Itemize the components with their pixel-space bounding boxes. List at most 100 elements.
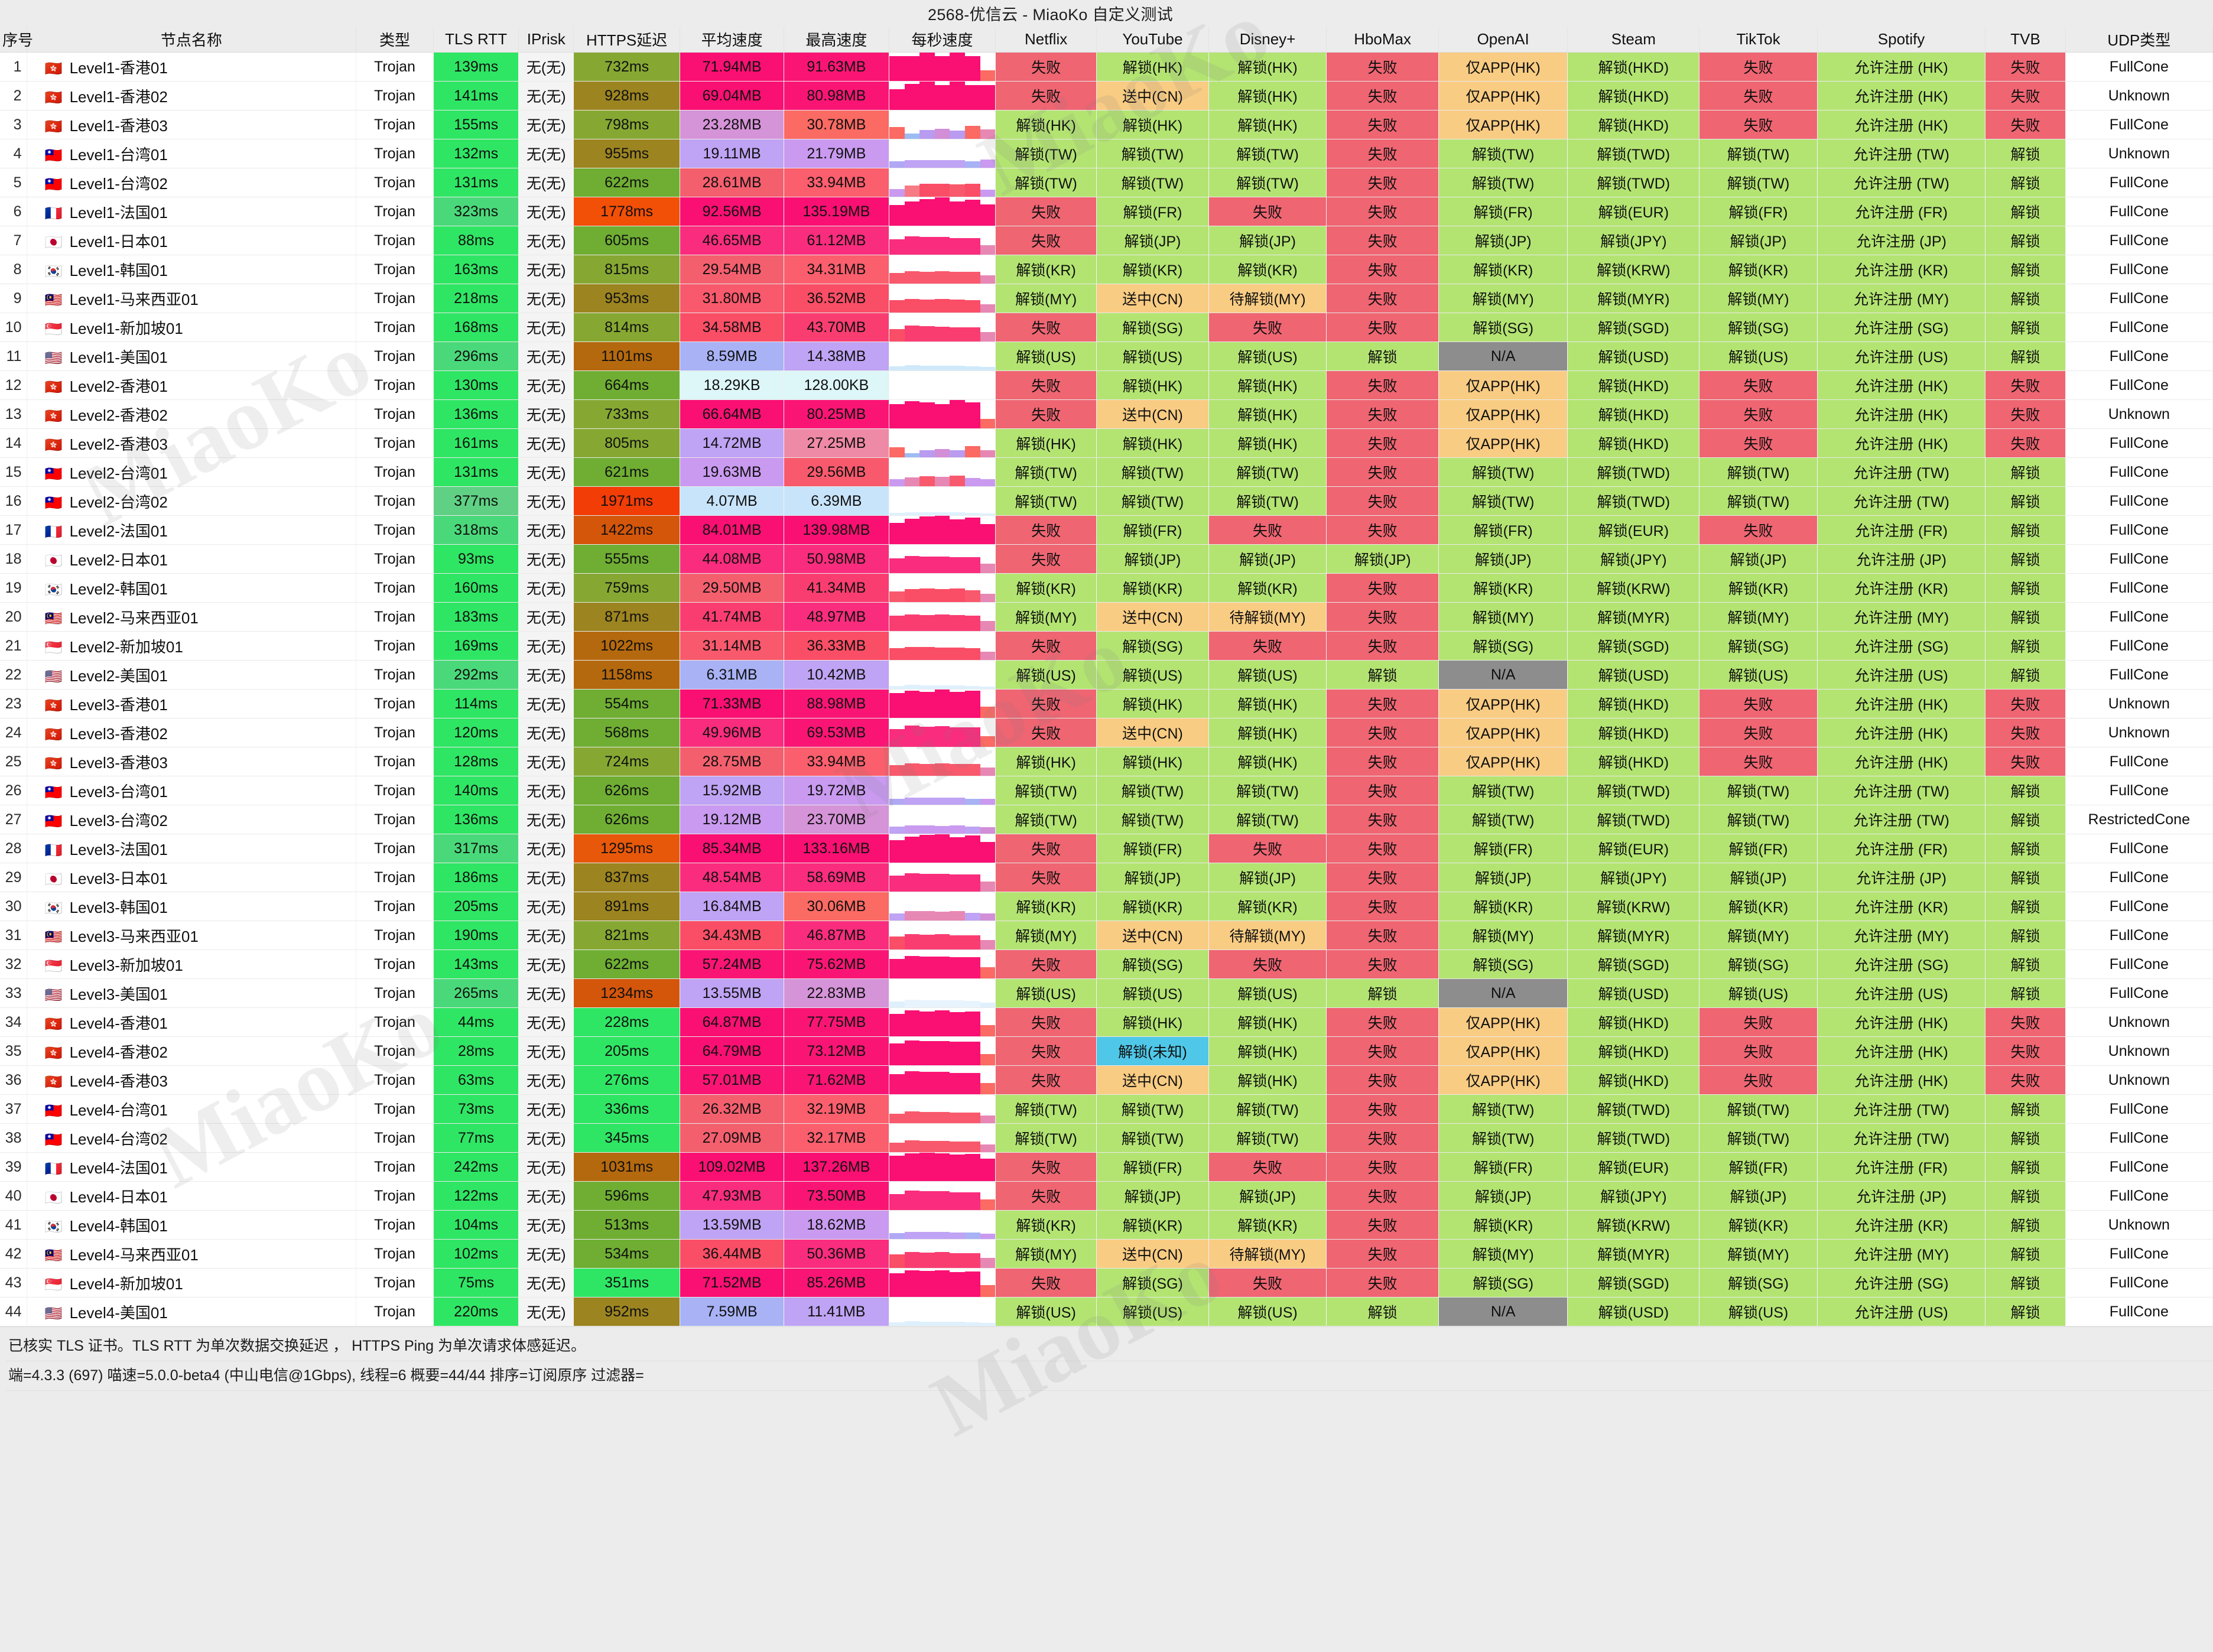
cell-node-name[interactable]: 🇭🇰 Level4-香港01: [27, 1007, 357, 1037]
cell-node-name[interactable]: 🇹🇼 Level2-台湾02: [27, 486, 357, 516]
table-row[interactable]: 37 🇹🇼 Level4-台湾01 Trojan 73ms 无(无) 336ms 26.32M…: [0, 1094, 2213, 1124]
cell-node-name[interactable]: 🇸🇬 Level4-新加坡01: [27, 1268, 357, 1297]
col-header-iprisk[interactable]: IPrisk: [518, 27, 574, 53]
cell-node-name[interactable]: 🇺🇸 Level1-美国01: [27, 342, 357, 371]
cell-node-name[interactable]: 🇰🇷 Level4-韩国01: [27, 1210, 357, 1240]
cell-node-name[interactable]: 🇸🇬 Level2-新加坡01: [27, 631, 357, 661]
table-row[interactable]: 38 🇹🇼 Level4-台湾02 Trojan 77ms 无(无) 345ms 27.09M…: [0, 1123, 2213, 1153]
table-row[interactable]: 1 🇭🇰 Level1-香港01 Trojan 139ms 无(无) 732ms 71.94M…: [0, 52, 2213, 82]
table-row[interactable]: 15 🇹🇼 Level2-台湾01 Trojan 131ms 无(无) 621ms 19.63…: [0, 457, 2213, 487]
table-row[interactable]: 8 🇰🇷 Level1-韩国01 Trojan 163ms 无(无) 815ms 29.54M…: [0, 255, 2213, 284]
col-header-node-name[interactable]: 节点名称: [27, 27, 357, 53]
table-row[interactable]: 14 🇭🇰 Level2-香港03 Trojan 161ms 无(无) 805ms 14.72…: [0, 428, 2213, 458]
cell-node-name[interactable]: 🇭🇰 Level2-香港02: [27, 399, 357, 429]
cell-node-name[interactable]: 🇭🇰 Level3-香港01: [27, 689, 357, 718]
cell-node-name[interactable]: 🇰🇷 Level1-韩国01: [27, 255, 357, 284]
col-header-tvb[interactable]: TVB: [1985, 27, 2066, 53]
cell-node-name[interactable]: 🇲🇾 Level2-马来西亚01: [27, 602, 357, 632]
table-row[interactable]: 32 🇸🇬 Level3-新加坡01 Trojan 143ms 无(无) 622ms 57.2…: [0, 949, 2213, 979]
cell-node-name[interactable]: 🇫🇷 Level2-法国01: [27, 515, 357, 545]
cell-node-name[interactable]: 🇰🇷 Level3-韩国01: [27, 892, 357, 921]
cell-node-name[interactable]: 🇯🇵 Level1-日本01: [27, 226, 357, 255]
col-header-netflix[interactable]: Netflix: [995, 27, 1097, 53]
cell-node-name[interactable]: 🇲🇾 Level3-马来西亚01: [27, 921, 357, 950]
col-header-openai[interactable]: OpenAI: [1438, 27, 1568, 53]
cell-node-name[interactable]: 🇲🇾 Level4-马来西亚01: [27, 1239, 357, 1269]
col-header-hbomax[interactable]: HboMax: [1326, 27, 1439, 53]
cell-node-name[interactable]: 🇭🇰 Level1-香港01: [27, 52, 357, 82]
cell-node-name[interactable]: 🇯🇵 Level2-日本01: [27, 544, 357, 574]
cell-node-name[interactable]: 🇹🇼 Level3-台湾02: [27, 805, 357, 834]
table-row[interactable]: 36 🇭🇰 Level4-香港03 Trojan 63ms 无(无) 276ms 57.01M…: [0, 1065, 2213, 1095]
col-header-type[interactable]: 类型: [356, 27, 434, 53]
table-row[interactable]: 21 🇸🇬 Level2-新加坡01 Trojan 169ms 无(无) 1022ms 31.…: [0, 631, 2213, 661]
cell-node-name[interactable]: 🇸🇬 Level1-新加坡01: [27, 313, 357, 342]
col-header-udp-type[interactable]: UDP类型: [2065, 27, 2213, 53]
table-row[interactable]: 43 🇸🇬 Level4-新加坡01 Trojan 75ms 无(无) 351ms 71.52…: [0, 1268, 2213, 1297]
table-row[interactable]: 9 🇲🇾 Level1-马来西亚01 Trojan 218ms 无(无) 953ms 31.8…: [0, 284, 2213, 313]
col-header-youtube[interactable]: YouTube: [1096, 27, 1209, 53]
cell-node-name[interactable]: 🇹🇼 Level3-台湾01: [27, 776, 357, 805]
table-row[interactable]: 27 🇹🇼 Level3-台湾02 Trojan 136ms 无(无) 626ms 19.12…: [0, 805, 2213, 834]
table-row[interactable]: 19 🇰🇷 Level2-韩国01 Trojan 160ms 无(无) 759ms 29.50…: [0, 573, 2213, 603]
cell-node-name[interactable]: 🇺🇸 Level2-美国01: [27, 660, 357, 690]
table-row[interactable]: 16 🇹🇼 Level2-台湾02 Trojan 377ms 无(无) 1971ms 4.07…: [0, 486, 2213, 516]
cell-node-name[interactable]: 🇹🇼 Level1-台湾02: [27, 168, 357, 197]
table-row[interactable]: 5 🇹🇼 Level1-台湾02 Trojan 131ms 无(无) 622ms 28.61M…: [0, 168, 2213, 197]
table-row[interactable]: 39 🇫🇷 Level4-法国01 Trojan 242ms 无(无) 1031ms 109.…: [0, 1152, 2213, 1182]
cell-node-name[interactable]: 🇭🇰 Level3-香港02: [27, 718, 357, 747]
table-row[interactable]: 20 🇲🇾 Level2-马来西亚01 Trojan 183ms 无(无) 871ms 41.…: [0, 602, 2213, 632]
table-row[interactable]: 25 🇭🇰 Level3-香港03 Trojan 128ms 无(无) 724ms 28.75…: [0, 747, 2213, 776]
table-row[interactable]: 10 🇸🇬 Level1-新加坡01 Trojan 168ms 无(无) 814ms 34.5…: [0, 313, 2213, 342]
cell-node-name[interactable]: 🇰🇷 Level2-韩国01: [27, 573, 357, 603]
col-header-https-delay[interactable]: HTTPS延迟: [573, 27, 681, 53]
cell-node-name[interactable]: 🇯🇵 Level4-日本01: [27, 1181, 357, 1211]
cell-node-name[interactable]: 🇸🇬 Level3-新加坡01: [27, 949, 357, 979]
table-row[interactable]: 33 🇺🇸 Level3-美国01 Trojan 265ms 无(无) 1234ms 13.5…: [0, 978, 2213, 1008]
cell-node-name[interactable]: 🇭🇰 Level3-香港03: [27, 747, 357, 776]
cell-node-name[interactable]: 🇹🇼 Level1-台湾01: [27, 139, 357, 168]
cell-node-name[interactable]: 🇹🇼 Level4-台湾01: [27, 1094, 357, 1124]
cell-node-name[interactable]: 🇺🇸 Level3-美国01: [27, 978, 357, 1008]
col-header-tiktok[interactable]: TikTok: [1699, 27, 1818, 53]
table-row[interactable]: 28 🇫🇷 Level3-法国01 Trojan 317ms 无(无) 1295ms 85.3…: [0, 834, 2213, 863]
table-row[interactable]: 23 🇭🇰 Level3-香港01 Trojan 114ms 无(无) 554ms 71.33…: [0, 689, 2213, 718]
table-row[interactable]: 40 🇯🇵 Level4-日本01 Trojan 122ms 无(无) 596ms 47.93…: [0, 1181, 2213, 1211]
cell-node-name[interactable]: 🇺🇸 Level4-美国01: [27, 1297, 357, 1326]
col-header-spotify[interactable]: Spotify: [1817, 27, 1986, 53]
table-row[interactable]: 6 🇫🇷 Level1-法国01 Trojan 323ms 无(无) 1778ms 92.56…: [0, 197, 2213, 226]
table-row[interactable]: 41 🇰🇷 Level4-韩国01 Trojan 104ms 无(无) 513ms 13.59…: [0, 1210, 2213, 1240]
col-header-tls-rtt[interactable]: TLS RTT: [433, 27, 519, 53]
table-row[interactable]: 42 🇲🇾 Level4-马来西亚01 Trojan 102ms 无(无) 534ms 36.…: [0, 1239, 2213, 1269]
table-row[interactable]: 24 🇭🇰 Level3-香港02 Trojan 120ms 无(无) 568ms 49.96…: [0, 718, 2213, 747]
table-row[interactable]: 22 🇺🇸 Level2-美国01 Trojan 292ms 无(无) 1158ms 6.31…: [0, 660, 2213, 690]
col-header-disney[interactable]: Disney+: [1208, 27, 1327, 53]
cell-node-name[interactable]: 🇫🇷 Level1-法国01: [27, 197, 357, 226]
col-header-index[interactable]: 序号: [0, 27, 33, 53]
table-row[interactable]: 26 🇹🇼 Level3-台湾01 Trojan 140ms 无(无) 626ms 15.92…: [0, 776, 2213, 805]
table-row[interactable]: 44 🇺🇸 Level4-美国01 Trojan 220ms 无(无) 952ms 7.59M…: [0, 1297, 2213, 1326]
table-row[interactable]: 18 🇯🇵 Level2-日本01 Trojan 93ms 无(无) 555ms 44.08M…: [0, 544, 2213, 574]
cell-node-name[interactable]: 🇲🇾 Level1-马来西亚01: [27, 284, 357, 313]
table-row[interactable]: 4 🇹🇼 Level1-台湾01 Trojan 132ms 无(无) 955ms 19.11M…: [0, 139, 2213, 168]
table-row[interactable]: 12 🇭🇰 Level2-香港01 Trojan 130ms 无(无) 664ms 18.29…: [0, 370, 2213, 400]
cell-node-name[interactable]: 🇯🇵 Level3-日本01: [27, 863, 357, 892]
cell-node-name[interactable]: 🇭🇰 Level4-香港03: [27, 1065, 357, 1095]
table-row[interactable]: 31 🇲🇾 Level3-马来西亚01 Trojan 190ms 无(无) 821ms 34.…: [0, 921, 2213, 950]
col-header-avg-speed[interactable]: 平均速度: [680, 27, 784, 53]
cell-node-name[interactable]: 🇭🇰 Level1-香港03: [27, 110, 357, 139]
table-row[interactable]: 29 🇯🇵 Level3-日本01 Trojan 186ms 无(无) 837ms 48.54…: [0, 863, 2213, 892]
cell-node-name[interactable]: 🇹🇼 Level2-台湾01: [27, 457, 357, 487]
table-row[interactable]: 2 🇭🇰 Level1-香港02 Trojan 141ms 无(无) 928ms 69.04M…: [0, 81, 2213, 110]
col-header-max-speed[interactable]: 最高速度: [784, 27, 889, 53]
col-header-steam[interactable]: Steam: [1567, 27, 1700, 53]
cell-node-name[interactable]: 🇭🇰 Level2-香港03: [27, 428, 357, 458]
cell-node-name[interactable]: 🇹🇼 Level4-台湾02: [27, 1123, 357, 1153]
table-row[interactable]: 7 🇯🇵 Level1-日本01 Trojan 88ms 无(无) 605ms 46.65MB…: [0, 226, 2213, 255]
table-row[interactable]: 11 🇺🇸 Level1-美国01 Trojan 296ms 无(无) 1101ms 8.59…: [0, 342, 2213, 371]
cell-node-name[interactable]: 🇫🇷 Level3-法国01: [27, 834, 357, 863]
table-row[interactable]: 17 🇫🇷 Level2-法国01 Trojan 318ms 无(无) 1422ms 84.0…: [0, 515, 2213, 545]
cell-node-name[interactable]: 🇭🇰 Level2-香港01: [27, 370, 357, 400]
table-row[interactable]: 34 🇭🇰 Level4-香港01 Trojan 44ms 无(无) 228ms 64.87M…: [0, 1007, 2213, 1037]
cell-node-name[interactable]: 🇭🇰 Level4-香港02: [27, 1036, 357, 1066]
